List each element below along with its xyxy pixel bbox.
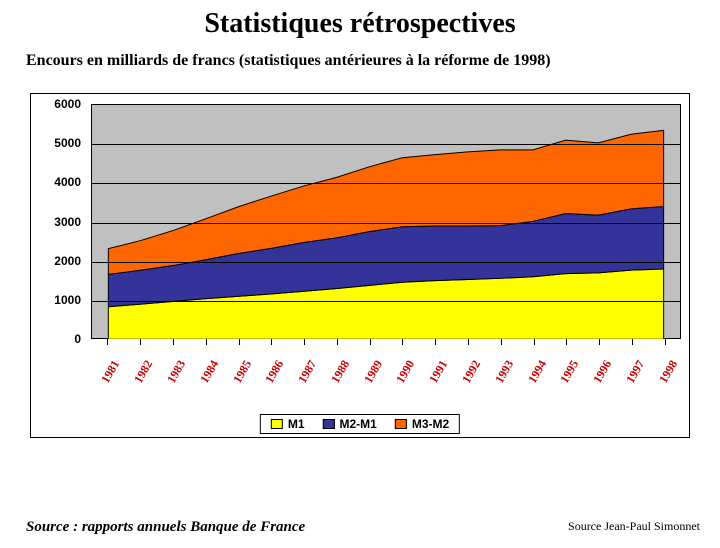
x-tick-label: 1998 [657, 358, 679, 385]
legend-item: M3-M2 [395, 417, 449, 431]
x-tick [239, 339, 240, 345]
x-tick [370, 339, 371, 345]
legend-swatch [395, 419, 407, 429]
gridline [92, 223, 680, 224]
x-tick [435, 339, 436, 345]
x-tick-label: 1988 [329, 358, 351, 385]
x-tick-label: 1992 [460, 358, 482, 385]
x-tick [271, 339, 272, 345]
subtitle: Encours en milliards de francs (statisti… [26, 52, 720, 70]
x-tick-label: 1981 [99, 358, 121, 385]
gridline [92, 262, 680, 263]
legend-item: M1 [271, 417, 305, 431]
x-tick [107, 339, 108, 345]
x-tick [140, 339, 141, 345]
y-tick-label: 6000 [31, 97, 81, 111]
source-left: Source : rapports annuels Banque de Fran… [26, 519, 305, 536]
x-tick [665, 339, 666, 345]
plot-area [91, 104, 681, 339]
x-tick [566, 339, 567, 345]
y-tick-label: 0 [31, 332, 81, 346]
x-tick [173, 339, 174, 345]
legend-swatch [322, 419, 334, 429]
x-tick-label: 1991 [427, 358, 449, 385]
x-tick [501, 339, 502, 345]
x-tick [402, 339, 403, 345]
y-tick-label: 4000 [31, 175, 81, 189]
x-tick [534, 339, 535, 345]
x-tick-label: 1987 [296, 358, 318, 385]
gridline [92, 183, 680, 184]
gridline [92, 301, 680, 302]
x-tick-label: 1986 [263, 358, 285, 385]
x-tick [468, 339, 469, 345]
chart-container: M1 M2-M1 M3-M2 0 1000 2000 3000 4000 5000 6000 19… [30, 93, 690, 438]
y-tick-label: 2000 [31, 254, 81, 268]
y-tick-label: 5000 [31, 136, 81, 150]
x-tick-label: 1984 [198, 358, 220, 385]
x-tick-label: 1983 [165, 358, 187, 385]
legend-label: M1 [288, 417, 305, 431]
x-tick-label: 1982 [132, 358, 154, 385]
legend-label: M2-M1 [339, 417, 376, 431]
legend-item: M2-M1 [322, 417, 376, 431]
legend: M1 M2-M1 M3-M2 [260, 414, 460, 434]
x-tick-label: 1994 [526, 358, 548, 385]
y-tick-label: 3000 [31, 215, 81, 229]
y-tick-label: 1000 [31, 293, 81, 307]
x-tick-label: 1997 [624, 358, 646, 385]
source-right: Source Jean-Paul Simonnet [568, 519, 700, 534]
x-tick-label: 1985 [231, 358, 253, 385]
legend-swatch [271, 419, 283, 429]
x-tick-label: 1996 [591, 358, 613, 385]
x-tick [599, 339, 600, 345]
x-tick-label: 1995 [558, 358, 580, 385]
page-title: Statistiques rétrospectives [0, 8, 720, 40]
x-tick [632, 339, 633, 345]
legend-label: M3-M2 [412, 417, 449, 431]
x-tick [337, 339, 338, 345]
x-tick [206, 339, 207, 345]
x-tick-label: 1989 [362, 358, 384, 385]
gridline [92, 144, 680, 145]
x-tick [304, 339, 305, 345]
x-tick-label: 1990 [394, 358, 416, 385]
x-tick-label: 1993 [493, 358, 515, 385]
